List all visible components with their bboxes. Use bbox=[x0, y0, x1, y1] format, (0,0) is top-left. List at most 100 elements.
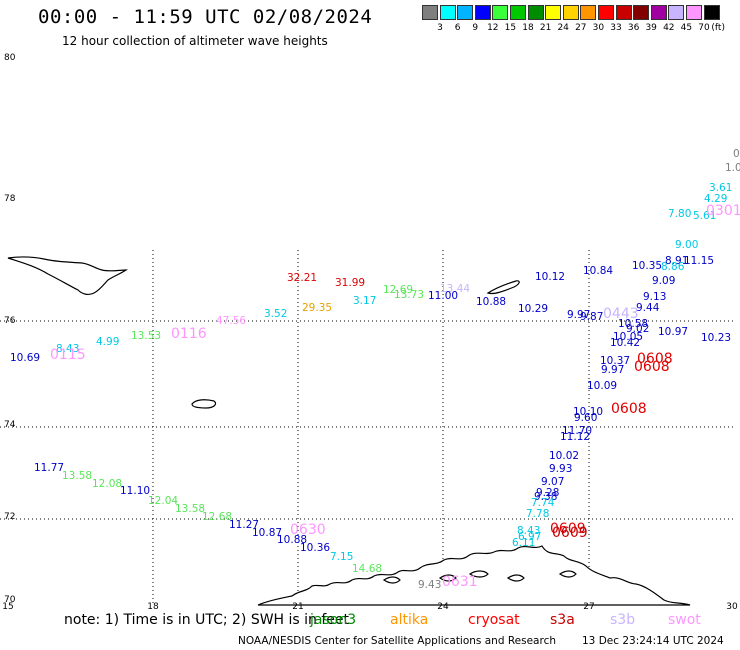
satellite-label-altika: altika bbox=[390, 612, 429, 628]
wave-height-value: 9.28 bbox=[536, 487, 559, 499]
wave-height-value: 12.69 bbox=[383, 284, 413, 296]
wave-height-value: 10.35 bbox=[632, 260, 662, 272]
footnote: note: 1) Time is in UTC; 2) SWH is in fe… bbox=[64, 612, 350, 628]
latitude-label: 70 bbox=[4, 595, 16, 605]
wave-height-value: 10.84 bbox=[583, 265, 613, 277]
wave-height-value: 10.05 bbox=[613, 331, 643, 343]
wave-height-value: 9.43 bbox=[418, 579, 441, 591]
wave-height-value: 11.10 bbox=[120, 485, 150, 497]
legend-label: 3 bbox=[437, 23, 443, 33]
wave-height-value: 10.42 bbox=[610, 337, 640, 349]
latitude-label: 74 bbox=[4, 420, 16, 430]
pass-time-label: 0116 bbox=[171, 326, 207, 342]
latitude-label: 80 bbox=[4, 53, 16, 63]
latitude-labels: 80 78 76 74 72 70 bbox=[4, 53, 16, 605]
wave-height-value: 7.74 bbox=[531, 497, 555, 509]
legend-swatch bbox=[562, 5, 579, 20]
wave-height-value: 13.58 bbox=[175, 503, 205, 515]
map-subtitle: 12 hour collection of altimeter wave hei… bbox=[62, 34, 328, 48]
pass-time-label: 0609 bbox=[550, 521, 586, 537]
pass-time-label: 0115 bbox=[50, 347, 86, 363]
wave-height-value: 8.43 bbox=[517, 525, 540, 537]
wave-height-value: 13.58 bbox=[62, 470, 92, 482]
wave-height-value: 10.23 bbox=[701, 332, 731, 344]
longitude-label: 15 bbox=[2, 602, 13, 612]
legend-label: 15 bbox=[504, 23, 517, 33]
wave-height-value: 10.37 bbox=[600, 355, 630, 367]
wave-height-value: 32.21 bbox=[287, 272, 317, 284]
pass-times-layer: 0115011603010443060806080608060906090630… bbox=[50, 203, 740, 590]
wave-height-value: 3.61 bbox=[709, 182, 732, 194]
legend-label: 12 bbox=[487, 23, 499, 33]
svalbard-coast bbox=[7, 256, 128, 296]
latitude-label: 76 bbox=[4, 316, 16, 326]
wave-height-value: 10.87 bbox=[252, 527, 282, 539]
longitude-label: 30 bbox=[726, 602, 738, 612]
legend-swatch bbox=[422, 5, 438, 20]
satellite-label-s3a: s3a bbox=[550, 612, 575, 628]
kvitoya-coast bbox=[486, 280, 520, 295]
legend-label: 45 bbox=[680, 23, 693, 33]
legend-unit: (ft) bbox=[711, 23, 725, 33]
wave-height-value: 8.43 bbox=[56, 343, 79, 355]
wave-height-value: 11.70 bbox=[562, 425, 592, 437]
wave-height-value: 9.60 bbox=[574, 412, 597, 424]
wave-height-value: 13.73 bbox=[394, 289, 424, 301]
latitude-label: 78 bbox=[4, 194, 16, 204]
legend-label: 39 bbox=[645, 23, 657, 33]
legend-label: 21 bbox=[539, 23, 552, 33]
wave-height-value: 9.07 bbox=[541, 476, 564, 488]
wave-height-value: 13.53 bbox=[131, 330, 161, 342]
legend-swatch bbox=[668, 5, 685, 20]
legend-label: 18 bbox=[522, 23, 534, 33]
wave-height-value: 6.97 bbox=[518, 531, 541, 543]
wave-height-value: 7.15 bbox=[330, 551, 353, 563]
wave-height-value: 10.12 bbox=[535, 271, 565, 283]
latitude-label: 72 bbox=[4, 512, 15, 522]
wave-height-value: 11.77 bbox=[34, 462, 64, 474]
pass-time-label: 0301 bbox=[706, 203, 740, 219]
wave-height-value: 0 bbox=[733, 148, 740, 160]
wave-height-value: 12.08 bbox=[92, 478, 122, 490]
pass-time-label: 0608 bbox=[634, 359, 670, 375]
longitude-label: 18 bbox=[147, 602, 159, 612]
legend-label: 30 bbox=[592, 23, 605, 33]
wave-height-value: 14.68 bbox=[352, 563, 382, 575]
wave-height-value: 47.56 bbox=[216, 315, 246, 327]
legend-label: 36 bbox=[627, 23, 640, 33]
pass-time-label: 0609 bbox=[552, 525, 588, 541]
pass-time-label: 0608 bbox=[611, 401, 647, 417]
legend-swatch bbox=[545, 5, 562, 20]
legend-label: 70 bbox=[698, 23, 710, 33]
wave-height-value: 12.04 bbox=[148, 495, 178, 507]
wave-height-value: 9.97 bbox=[567, 309, 590, 321]
wave-height-value: 9.02 bbox=[626, 323, 649, 335]
wave-height-value: 11.15 bbox=[684, 255, 714, 267]
wave-height-value: 10.29 bbox=[518, 303, 548, 315]
wave-height-value: 9.93 bbox=[549, 463, 572, 475]
wave-height-value: 4.99 bbox=[96, 336, 119, 348]
wave-height-value: 29.35 bbox=[302, 302, 332, 314]
wave-height-value: 10.09 bbox=[587, 380, 617, 392]
legend-label: 33 bbox=[610, 23, 622, 33]
wave-height-value: 9.97 bbox=[601, 364, 624, 376]
legend-label: 6 bbox=[454, 23, 461, 33]
pass-time-label: 0630 bbox=[290, 522, 326, 538]
legend-swatch bbox=[650, 5, 667, 20]
wave-height-value: 10.88 bbox=[277, 534, 307, 546]
wave-height-value: 1.0 bbox=[725, 162, 740, 174]
observations-layer: 01.03.614.297.80 5.619.008.9111.1510.358.… bbox=[10, 148, 740, 591]
wave-height-value: 7.78 bbox=[526, 508, 549, 520]
legend-swatch bbox=[474, 5, 491, 20]
wave-height-value: 3.52 bbox=[264, 308, 287, 320]
wave-height-value: 9.44 bbox=[636, 302, 660, 314]
legend-label: 24 bbox=[557, 23, 569, 33]
wave-height-value: 11.00 bbox=[428, 290, 458, 302]
wave-height-value: 10.10 bbox=[573, 406, 603, 418]
wave-height-value: 9.09 bbox=[652, 275, 675, 287]
satellite-label-jason3: jason3 bbox=[310, 612, 357, 628]
wave-height-value: 11.27 bbox=[229, 519, 259, 531]
legend-swatch bbox=[510, 5, 526, 20]
wave-height-value: 10.88 bbox=[476, 296, 506, 308]
